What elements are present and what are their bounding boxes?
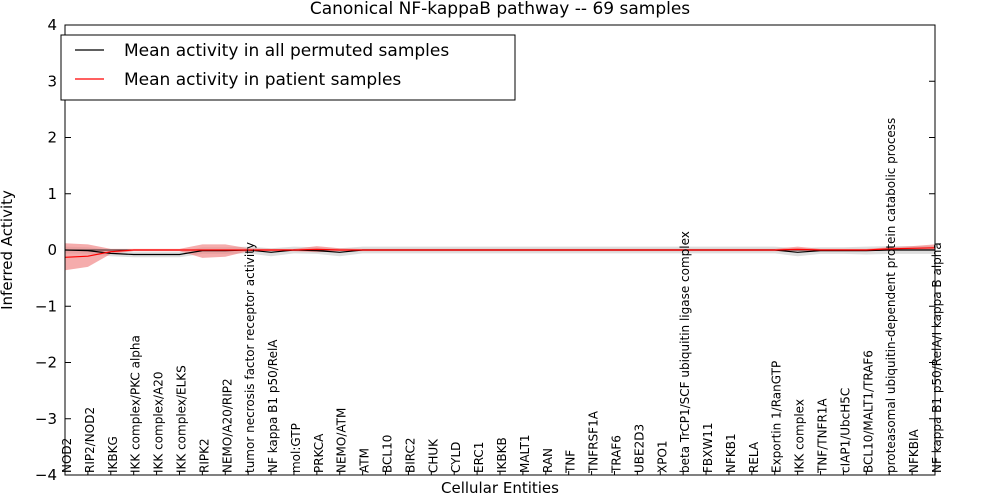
x-tick-label: BIRC2 — [403, 437, 417, 473]
x-tick-label: RIPK2 — [197, 438, 211, 473]
y-tick-label: −3 — [35, 410, 57, 428]
confidence-bands — [65, 243, 935, 271]
x-tick-label: tumor necrosis factor receptor activity — [243, 242, 257, 473]
x-tick-label: CYLD — [449, 442, 463, 473]
x-tick-label: cIAP1/UbcH5C — [838, 388, 852, 473]
x-tick-label: MALT1 — [518, 434, 532, 473]
y-axis-label: Inferred Activity — [0, 190, 16, 310]
x-tick-label: Exportin 1/RanGTP — [770, 361, 784, 473]
x-tick-label: RAN — [541, 448, 555, 473]
x-tick-labels: NOD2 RIP2/NOD2 IKBKG IKK complex/PKC alpha I… — [60, 118, 944, 474]
x-tick-label: TNF — [564, 450, 578, 474]
x-tick-label: NEMO/A20/RIP2 — [220, 378, 234, 473]
x-tick-label: TRAF6 — [609, 435, 623, 474]
x-tick-label: IKK complex/ELKS — [174, 365, 188, 473]
x-tick-label: UBE2D3 — [632, 424, 646, 473]
x-tick-label: BCL10 — [381, 435, 395, 473]
x-tick-label: ATM — [358, 448, 372, 473]
x-tick-label: NFKB1 — [724, 433, 738, 473]
y-tick-label: 0 — [47, 241, 57, 259]
y-tick-label: −4 — [35, 466, 57, 484]
x-tick-label: NFKBIA — [907, 428, 921, 473]
y-tick-label: 3 — [47, 72, 57, 90]
series-lines — [64, 247, 936, 258]
x-tick-label: XPO1 — [655, 440, 669, 473]
x-tick-label: NF kappa B1 p50/RelA — [266, 339, 280, 473]
legend-box — [60, 34, 516, 101]
x-tick-label: RELA — [747, 441, 761, 473]
x-tick-label: NEMO/ATM — [335, 408, 349, 473]
legend-label-permuted: Mean activity in all permuted samples — [124, 41, 449, 61]
x-tick-label: IKBKB — [495, 437, 509, 473]
legend: Mean activity in all permuted samples Me… — [60, 34, 516, 101]
x-tick-label: BCL10/MALT1/TRAF6 — [861, 350, 875, 473]
series-line-1 — [64, 247, 936, 258]
x-tick-label: IKK complex — [793, 399, 807, 473]
x-tick-label: TNFRSF1A — [587, 410, 601, 474]
chart-title: Canonical NF-kappaB pathway -- 69 sample… — [310, 0, 690, 19]
y-tick-label: −1 — [35, 297, 57, 315]
legend-label-patient: Mean activity in patient samples — [124, 70, 401, 90]
x-tick-label: IKBKG — [106, 436, 120, 473]
x-tick-label: proteasomal ubiquitin-dependent protein … — [884, 118, 898, 473]
x-tick-label: NOD2 — [60, 438, 74, 473]
x-tick-label: IKK complex/A20 — [152, 372, 166, 473]
x-tick-label: RIP2/NOD2 — [83, 407, 97, 473]
y-tick-label: −2 — [35, 354, 57, 372]
x-tick-label: NF kappa B1 p50/RelA/I kappa B alpha — [930, 242, 944, 473]
x-tick-label: ERC1 — [472, 442, 486, 473]
x-tick-label: beta TrCP1/SCF ubiquitin ligase complex — [678, 231, 692, 473]
y-tick-label: 1 — [47, 185, 57, 203]
y-tick-label: 2 — [47, 129, 57, 147]
x-tick-label: CHUK — [426, 438, 440, 473]
x-tick-label: IKK complex/PKC alpha — [129, 335, 143, 473]
y-tick-label: 4 — [47, 16, 57, 34]
x-tick-label: mol:GTP — [289, 423, 303, 473]
x-tick-label: FBXW11 — [701, 423, 715, 474]
x-axis-label: Cellular Entities — [441, 479, 559, 497]
axes: 4 3 2 1 0 −1 −2 −3 −4 — [35, 16, 936, 484]
x-tick-label: PRKCA — [312, 433, 326, 473]
x-tick-label: TNF/TNFR1A — [816, 398, 830, 474]
